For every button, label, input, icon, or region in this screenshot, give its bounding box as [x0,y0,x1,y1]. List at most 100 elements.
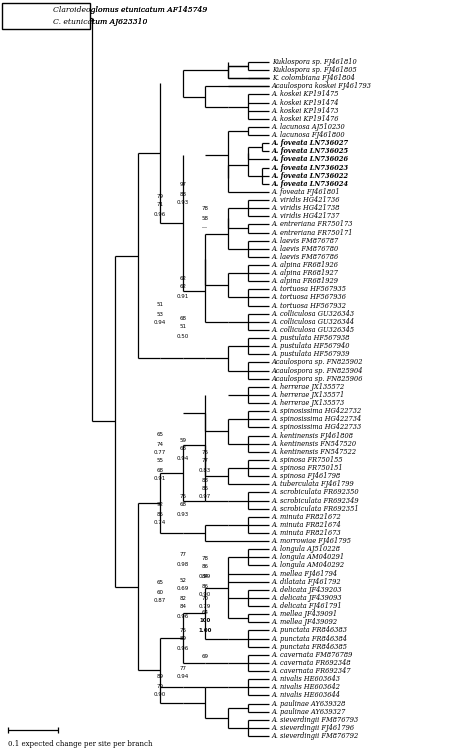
Text: Kuklospora sp. FJ461805: Kuklospora sp. FJ461805 [272,66,357,74]
Text: A. nivalis HE603642: A. nivalis HE603642 [272,683,341,691]
Text: A. mellea JF439091: A. mellea JF439091 [272,610,338,618]
Text: 88: 88 [180,192,186,196]
Text: 78: 78 [201,207,209,211]
Text: A. mellea JF439092: A. mellea JF439092 [272,619,338,626]
Text: 100: 100 [200,619,210,623]
Text: A. herrerae JX135571: A. herrerae JX135571 [272,391,345,399]
Text: A. spinosa FR750155: A. spinosa FR750155 [272,456,344,464]
Text: 84: 84 [180,604,186,610]
Text: 79: 79 [156,684,164,688]
Text: 58: 58 [201,216,209,220]
Text: 0.77: 0.77 [154,450,166,455]
Text: A. punctata FR846383: A. punctata FR846383 [272,626,348,634]
Text: 0.96: 0.96 [177,613,189,619]
Text: A. kentinensis FJ461808: A. kentinensis FJ461808 [272,431,354,440]
Text: A. colliculosa GU326344: A. colliculosa GU326344 [272,318,355,326]
Text: 53: 53 [156,312,164,317]
Text: 0.94: 0.94 [177,455,189,461]
Text: A. viridis HG421738: A. viridis HG421738 [272,204,340,212]
Text: Acaulospora koskei FJ461793: Acaulospora koskei FJ461793 [272,82,372,91]
Text: A. foveata LN736024: A. foveata LN736024 [272,180,349,188]
Text: A. sieverdingii FM876793: A. sieverdingii FM876793 [272,716,359,724]
Text: 59: 59 [180,437,186,443]
Text: 77: 77 [180,666,186,670]
Text: A. tortuosa HF567936: A. tortuosa HF567936 [272,294,347,302]
Text: A. minuta FR821672: A. minuta FR821672 [272,513,342,521]
Text: 55: 55 [156,458,164,464]
Text: 89: 89 [180,637,186,641]
Text: 69: 69 [201,655,209,660]
Text: 0.74: 0.74 [154,521,166,526]
Text: 0.79: 0.79 [199,604,211,610]
Text: A. alpina FR681927: A. alpina FR681927 [272,269,339,277]
Text: A. kentinensis FN547522: A. kentinensis FN547522 [272,448,357,456]
Text: A. punctata FR846384: A. punctata FR846384 [272,634,348,643]
Text: A. paulinae AY639327: A. paulinae AY639327 [272,708,346,715]
Text: 76: 76 [180,494,186,499]
Text: A. nivalis HE603643: A. nivalis HE603643 [272,675,341,683]
Text: Claroideoglomus etunicatum AF145749: Claroideoglomus etunicatum AF145749 [53,6,207,14]
Text: A. koskei KP191475: A. koskei KP191475 [272,91,339,98]
Text: 76: 76 [201,449,209,455]
Text: A. pustulata HF567940: A. pustulata HF567940 [272,342,350,351]
Text: A. longula AM040292: A. longula AM040292 [272,562,345,569]
Text: A. paulinae AY639328: A. paulinae AY639328 [272,700,346,708]
Text: 65: 65 [156,580,164,586]
Text: A. delicata JF439093: A. delicata JF439093 [272,594,343,602]
Text: A. tortuosa HF567932: A. tortuosa HF567932 [272,302,347,309]
Text: 76: 76 [180,628,186,632]
Text: A. tuberculata FJ461799: A. tuberculata FJ461799 [272,480,355,488]
Text: A. laevis FM876780: A. laevis FM876780 [272,245,339,252]
Text: 0.90: 0.90 [199,592,211,598]
Text: A. cavernata FR692347: A. cavernata FR692347 [272,667,352,675]
Text: A. foveata LN736025: A. foveata LN736025 [272,148,349,155]
Text: 51: 51 [156,303,164,308]
Text: A. morrowiae FJ461795: A. morrowiae FJ461795 [272,537,352,545]
Text: 97: 97 [180,183,186,187]
Text: A. foveata LN736026: A. foveata LN736026 [272,156,349,163]
Text: A. koskei KP191473: A. koskei KP191473 [272,106,339,115]
Text: A. viridis HG421736: A. viridis HG421736 [272,196,340,204]
Text: 0.83: 0.83 [199,467,211,473]
Text: A. spinosissima HG422734: A. spinosissima HG422734 [272,415,362,423]
Text: 86: 86 [201,583,209,589]
Text: 64: 64 [201,610,209,614]
Text: A. lacunosa AJ510230: A. lacunosa AJ510230 [272,123,346,131]
Text: 79: 79 [156,193,164,198]
Text: 0.90: 0.90 [154,693,166,697]
Text: A. foveata FJ461801: A. foveata FJ461801 [272,188,341,196]
Text: A. nivalis HE603644: A. nivalis HE603644 [272,691,341,700]
Text: C. etunicatum AJ623310: C. etunicatum AJ623310 [53,18,147,26]
Text: A. alpina FR681929: A. alpina FR681929 [272,277,339,285]
Text: 52: 52 [180,577,186,583]
Text: 88: 88 [201,478,209,482]
Text: Acaulospora sp. FN825902: Acaulospora sp. FN825902 [272,359,364,366]
Text: 0.97: 0.97 [199,494,211,500]
Text: A. entreriana FR750173: A. entreriana FR750173 [272,220,354,228]
Text: A. kentinensis FN547520: A. kentinensis FN547520 [272,440,357,448]
Text: 84: 84 [201,574,209,580]
Text: 0.69: 0.69 [177,586,189,592]
Text: A. dilatata FJ461792: A. dilatata FJ461792 [272,577,342,586]
Text: A. viridis HG421737: A. viridis HG421737 [272,212,340,220]
Text: A. punctata FR846385: A. punctata FR846385 [272,643,348,651]
Text: A. koskei KP191474: A. koskei KP191474 [272,99,339,106]
Text: A. minuta FR821673: A. minuta FR821673 [272,529,342,537]
Text: 86: 86 [201,565,209,569]
Text: A. spinosa FR750151: A. spinosa FR750151 [272,464,344,472]
Text: 0.98: 0.98 [177,562,189,566]
Text: 82: 82 [180,595,186,601]
Text: A. scrobiculata FR692350: A. scrobiculata FR692350 [272,488,360,497]
Text: 89: 89 [156,675,164,679]
Text: A. cavernata FR692348: A. cavernata FR692348 [272,659,352,667]
Text: A. foveata LN736027: A. foveata LN736027 [272,139,349,148]
Text: A. minuta FR821674: A. minuta FR821674 [272,521,342,529]
Bar [2,3,90,29]
Text: A. koskei KP191476: A. koskei KP191476 [272,115,339,123]
Text: 86: 86 [201,485,209,491]
Text: ---: --- [202,225,208,231]
Text: 0.96: 0.96 [177,646,189,650]
Text: A. colliculosa GU326345: A. colliculosa GU326345 [272,326,355,334]
Text: A. longula AM040291: A. longula AM040291 [272,554,345,561]
Text: 71: 71 [156,202,164,207]
